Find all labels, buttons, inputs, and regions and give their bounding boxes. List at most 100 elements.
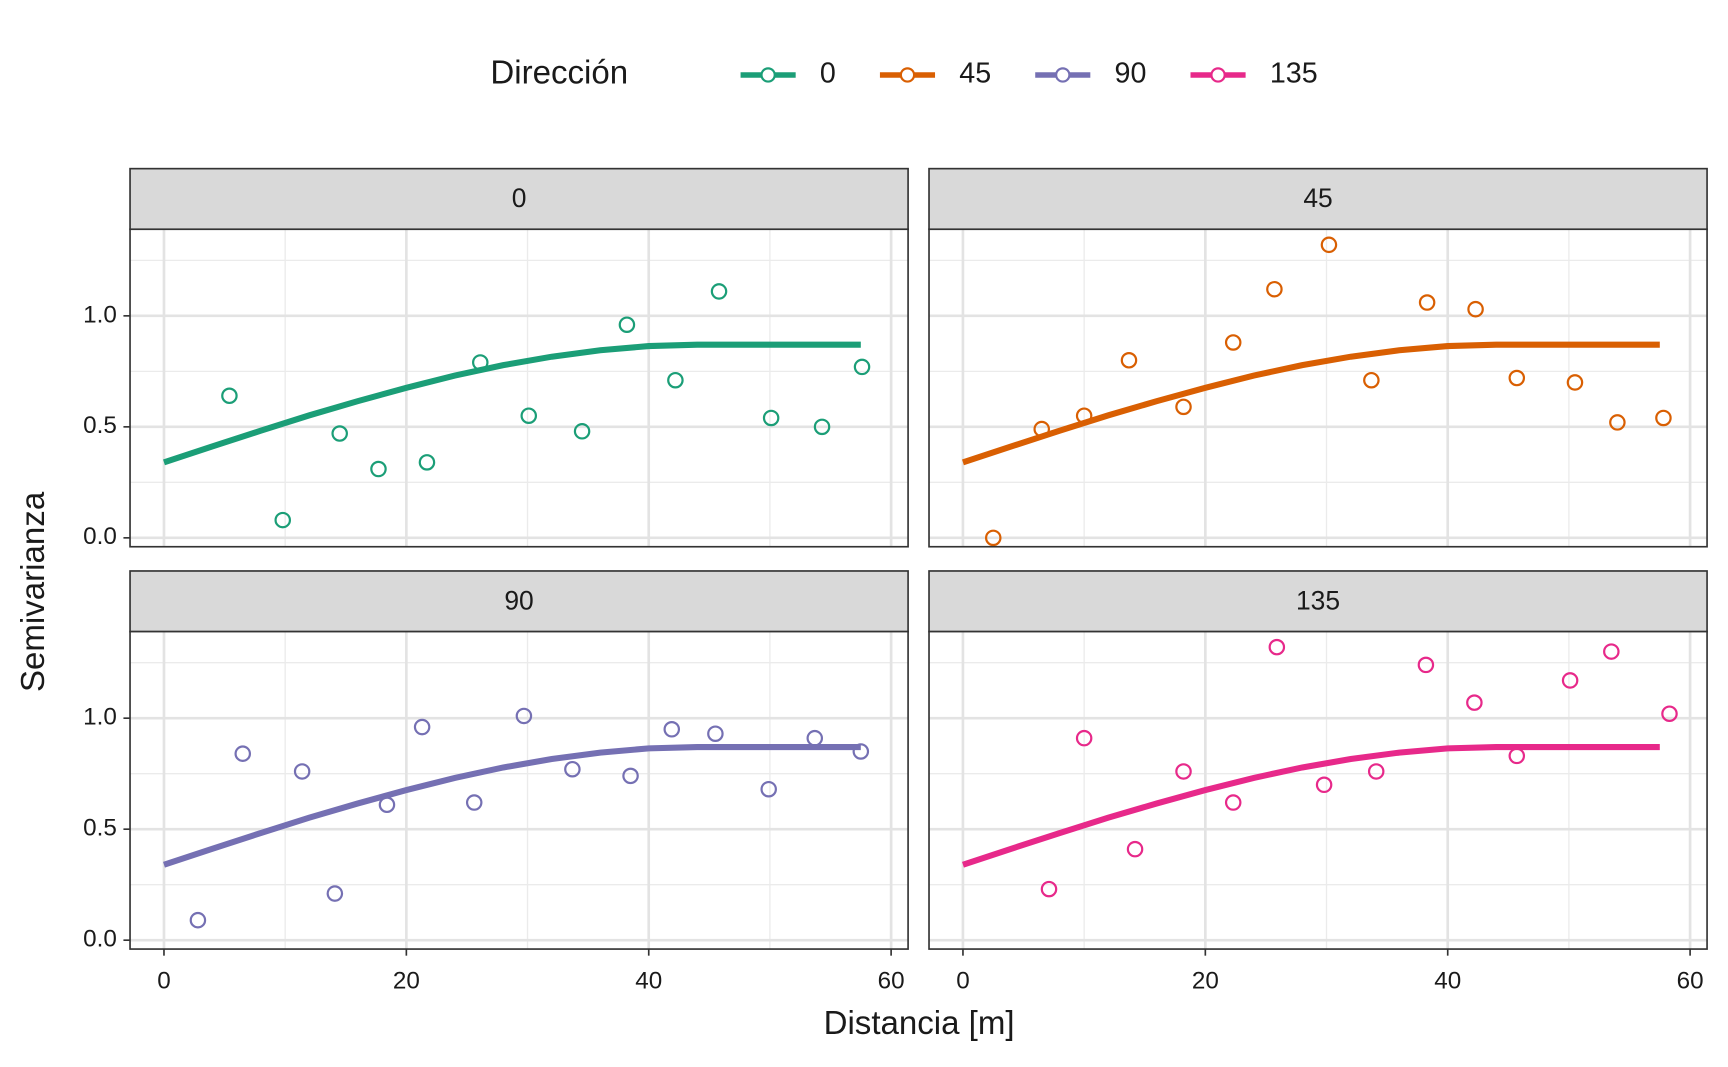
legend-label: 0: [820, 58, 836, 90]
legend-title: Dirección: [490, 55, 628, 92]
point: [1075, 729, 1093, 747]
strip: [129, 167, 909, 231]
point: [622, 767, 639, 785]
point: [472, 354, 489, 371]
panel-border: [129, 228, 909, 548]
point: [413, 718, 431, 736]
x-tick-label: 60: [878, 968, 905, 995]
panel-border: [928, 228, 1708, 548]
point: [760, 780, 777, 798]
point: [1367, 763, 1385, 780]
y-tick-label: 0.0: [83, 523, 117, 550]
strip: [928, 167, 1708, 231]
strip-label: 135: [1296, 585, 1340, 615]
x-tick-label: 60: [1677, 968, 1704, 995]
x-tick-label: 0: [157, 968, 170, 995]
point: [1320, 236, 1338, 254]
point: [984, 529, 1002, 547]
panel-bg: [929, 229, 1708, 547]
point: [806, 729, 824, 747]
panel-bg: [130, 631, 909, 950]
point: [1467, 300, 1484, 318]
point: [274, 511, 292, 529]
point: [370, 460, 387, 478]
point: [1418, 294, 1436, 311]
point: [853, 358, 871, 376]
panel-border: [129, 630, 909, 950]
point: [326, 885, 344, 902]
point: [707, 725, 724, 742]
panel-bg: [130, 229, 909, 547]
legend-label: 45: [959, 58, 991, 90]
point: [1566, 374, 1584, 391]
y-tick-label: 1.0: [83, 704, 117, 731]
y-tick-label: 0.5: [83, 412, 117, 439]
point: [1561, 672, 1579, 689]
x-axis-label: Distancia [m]: [824, 1005, 1015, 1042]
point: [1363, 371, 1380, 389]
point: [1224, 334, 1242, 351]
point: [1040, 880, 1058, 898]
point: [234, 745, 252, 762]
point: [1315, 776, 1333, 794]
y-axis-label: Semivarianza: [15, 491, 52, 692]
point: [1661, 705, 1678, 723]
strip-label: 45: [1303, 183, 1332, 213]
y-tick-label: 0.5: [83, 815, 117, 842]
x-tick-label: 20: [393, 968, 420, 995]
strip-label: 0: [512, 183, 527, 213]
point: [1266, 280, 1283, 298]
point: [331, 425, 348, 442]
x-tick-label: 40: [635, 968, 662, 995]
point: [418, 454, 436, 471]
point: [1175, 763, 1192, 780]
point: [378, 796, 396, 814]
fit-line: [962, 341, 1660, 466]
strip: [129, 570, 909, 633]
legend-label: 135: [1270, 58, 1318, 90]
legend-key-marker: [1210, 67, 1226, 83]
point: [1126, 840, 1144, 858]
fit-line: [163, 744, 861, 868]
point: [573, 423, 591, 440]
legend-key-marker: [1055, 67, 1071, 83]
x-tick-label: 40: [1434, 968, 1461, 995]
point: [564, 760, 581, 778]
panel-border: [928, 630, 1708, 950]
point: [515, 707, 533, 725]
y-tick-label: 0.0: [83, 926, 117, 953]
strip: [928, 570, 1708, 633]
point: [1466, 694, 1483, 711]
point: [293, 763, 311, 780]
point: [1033, 420, 1050, 438]
fit-line: [163, 341, 861, 466]
point: [1603, 643, 1620, 660]
point: [1120, 351, 1138, 369]
point: [1175, 398, 1192, 416]
point: [663, 721, 681, 738]
point: [1224, 794, 1242, 811]
x-tick-label: 0: [956, 968, 969, 995]
fit-line: [962, 744, 1660, 868]
point: [762, 409, 780, 427]
point: [1075, 407, 1093, 425]
legend-key-marker: [899, 67, 916, 83]
y-tick-label: 1.0: [83, 301, 117, 328]
point: [1609, 414, 1626, 431]
point: [221, 387, 238, 405]
point: [813, 418, 831, 436]
strip-label: 90: [504, 585, 533, 615]
point: [1417, 656, 1435, 674]
point: [852, 743, 870, 760]
point: [1508, 747, 1526, 765]
point: [618, 316, 636, 333]
point: [710, 283, 728, 300]
point: [189, 911, 207, 929]
point: [667, 371, 684, 389]
legend-key-marker: [760, 67, 776, 83]
point: [465, 794, 483, 811]
point: [1655, 409, 1672, 427]
point: [520, 407, 538, 425]
